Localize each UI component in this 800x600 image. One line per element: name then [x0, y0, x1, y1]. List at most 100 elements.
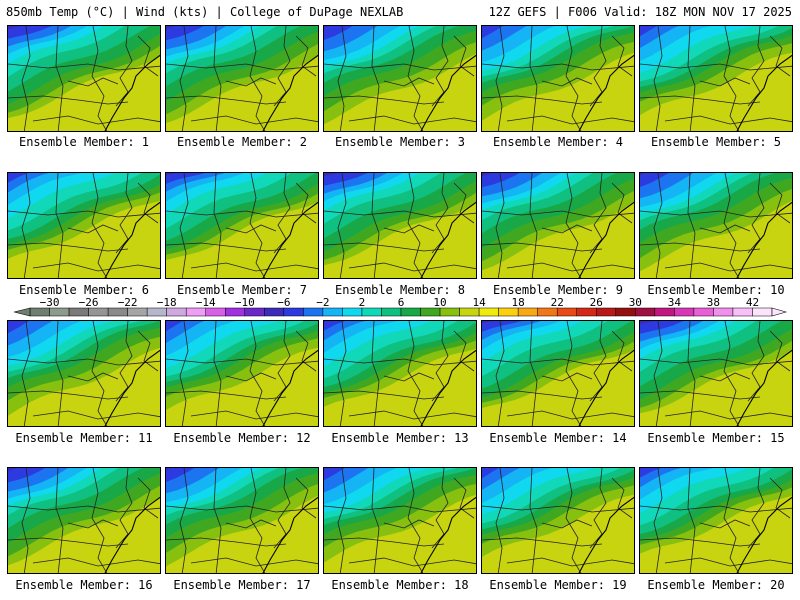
ensemble-member-caption: Ensemble Member: 16	[15, 578, 153, 592]
colorbar-arrow-high	[771, 307, 788, 317]
ensemble-member-caption: Ensemble Member: 10	[647, 283, 785, 297]
ensemble-member-map	[323, 172, 477, 279]
ensemble-member-caption: Ensemble Member: 14	[489, 431, 627, 445]
ensemble-member-caption: Ensemble Member: 17	[173, 578, 311, 592]
colorbar-tick-label: −10	[235, 296, 255, 309]
colorbar-bin	[322, 307, 343, 317]
ensemble-member-caption: Ensemble Member: 12	[173, 431, 311, 445]
ensemble-member-caption: Ensemble Member: 15	[647, 431, 785, 445]
colorbar-bin	[127, 307, 148, 317]
colorbar-bin	[400, 307, 421, 317]
colorbar-tick-label: 26	[590, 296, 603, 309]
colorbar-bin	[342, 307, 363, 317]
colorbar-bin	[146, 307, 167, 317]
ensemble-member-map	[165, 320, 319, 427]
ensemble-member-caption: Ensemble Member: 2	[176, 135, 308, 149]
colorbar-bin	[732, 307, 753, 317]
colorbar-tick-label: −26	[79, 296, 99, 309]
colorbar-tick-label: 14	[472, 296, 486, 309]
colorbar-bin	[244, 307, 265, 317]
colorbar-bin	[478, 307, 499, 317]
ensemble-member-map	[481, 172, 635, 279]
ensemble-member-map	[639, 25, 793, 132]
colorbar-bin	[166, 307, 187, 317]
colorbar-tick-label: 38	[707, 296, 720, 309]
ensemble-member-caption: Ensemble Member: 8	[334, 283, 466, 297]
colorbar-bin	[49, 307, 70, 317]
colorbar-bin	[498, 307, 519, 317]
ensemble-member-map	[323, 320, 477, 427]
colorbar-bin	[88, 307, 109, 317]
colorbar-bin	[596, 307, 617, 317]
colorbar-bin	[713, 307, 734, 317]
ensemble-member-map	[7, 25, 161, 132]
colorbar-bin	[537, 307, 558, 317]
ensemble-member-map	[639, 467, 793, 574]
colorbar-bin	[654, 307, 675, 317]
ensemble-member-caption: Ensemble Member: 9	[492, 283, 624, 297]
colorbar-tick-label: −22	[118, 296, 138, 309]
colorbar-tick-label: 34	[668, 296, 682, 309]
ensemble-member-caption: Ensemble Member: 19	[489, 578, 627, 592]
colorbar-tick-label: −14	[196, 296, 216, 309]
colorbar-bin	[381, 307, 402, 317]
colorbar-bin	[635, 307, 656, 317]
ensemble-member-map	[7, 467, 161, 574]
ensemble-member-caption: Ensemble Member: 1	[18, 135, 150, 149]
colorbar-tick-label: 6	[398, 296, 405, 309]
colorbar-tick-label: 42	[746, 296, 759, 309]
ensemble-member-map	[165, 25, 319, 132]
header-valid-time: 12Z GEFS | F006 Valid: 18Z MON NOV 17 20…	[488, 5, 792, 19]
colorbar-tick-label: 22	[551, 296, 564, 309]
ensemble-member-caption: Ensemble Member: 3	[334, 135, 466, 149]
colorbar-tick-label: 18	[512, 296, 525, 309]
header-title: 850mb Temp (°C) | Wind (kts) | College o…	[6, 5, 404, 19]
colorbar-tick-label: 2	[359, 296, 366, 309]
colorbar-bin	[556, 307, 577, 317]
colorbar-bin	[459, 307, 480, 317]
ensemble-member-map	[639, 320, 793, 427]
colorbar-bin	[752, 307, 773, 317]
colorbar-bin	[205, 307, 226, 317]
ensemble-member-map	[7, 320, 161, 427]
colorbar-bin	[576, 307, 597, 317]
ensemble-member-caption: Ensemble Member: 13	[331, 431, 469, 445]
colorbar-bin	[107, 307, 128, 317]
colorbar-tick-label: 30	[629, 296, 642, 309]
colorbar-bin	[303, 307, 324, 317]
ensemble-member-map	[323, 467, 477, 574]
colorbar-bin	[674, 307, 695, 317]
colorbar-tick-label: 10	[433, 296, 446, 309]
colorbar-bin	[420, 307, 441, 317]
ensemble-member-map	[323, 25, 477, 132]
ensemble-member-caption: Ensemble Member: 7	[176, 283, 308, 297]
ensemble-member-map	[639, 172, 793, 279]
colorbar-bin	[225, 307, 246, 317]
colorbar-bin	[264, 307, 285, 317]
ensemble-member-map	[7, 172, 161, 279]
colorbar-tick-label: −18	[157, 296, 177, 309]
colorbar-bin	[693, 307, 714, 317]
colorbar-bin	[283, 307, 304, 317]
ensemble-member-caption: Ensemble Member: 18	[331, 578, 469, 592]
colorbar-bin	[68, 307, 89, 317]
ensemble-member-map	[481, 25, 635, 132]
temperature-colorbar: −30 −26 −22 −18 −14 −10 −6 −2 2 6 10 14 18 22 26 30 34 38…	[13, 296, 788, 317]
colorbar-bin	[615, 307, 636, 317]
colorbar-arrow-low	[13, 307, 31, 317]
colorbar-tick-label: −6	[277, 296, 290, 309]
ensemble-member-map	[481, 320, 635, 427]
ensemble-member-caption: Ensemble Member: 20	[647, 578, 785, 592]
ensemble-member-caption: Ensemble Member: 4	[492, 135, 624, 149]
colorbar-bin	[439, 307, 460, 317]
colorbar-bin	[29, 307, 50, 317]
ensemble-member-map	[165, 172, 319, 279]
colorbar-bin	[185, 307, 206, 317]
colorbar-bin	[361, 307, 382, 317]
colorbar-tick-label: −2	[316, 296, 329, 309]
ensemble-member-caption: Ensemble Member: 5	[650, 135, 782, 149]
colorbar-tick-label: −30	[40, 296, 60, 309]
ensemble-member-map	[165, 467, 319, 574]
ensemble-member-caption: Ensemble Member: 6	[18, 283, 150, 297]
ensemble-member-map	[481, 467, 635, 574]
